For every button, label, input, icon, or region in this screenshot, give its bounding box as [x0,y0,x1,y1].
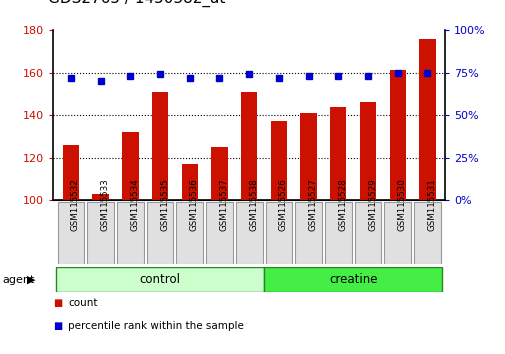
Bar [240,92,257,200]
Bar [359,102,375,200]
Bar [56,267,264,292]
Bar [265,202,292,264]
Text: GSM115535: GSM115535 [160,178,169,231]
Bar [264,267,441,292]
Bar [63,145,79,200]
Bar [211,147,227,200]
Bar [117,202,143,264]
Text: GSM115537: GSM115537 [219,178,228,231]
Bar [389,70,405,200]
Bar [295,202,321,264]
Bar [87,202,114,264]
Text: ■: ■ [53,321,62,331]
Bar [300,113,316,200]
Bar [146,202,173,264]
Bar [354,202,381,264]
Text: GSM115538: GSM115538 [249,178,258,231]
Text: GSM115532: GSM115532 [71,178,80,231]
Bar [122,132,138,200]
Bar [384,202,410,264]
Text: percentile rank within the sample: percentile rank within the sample [68,321,244,331]
Text: GSM115529: GSM115529 [367,178,376,231]
Text: control: control [139,273,180,286]
Bar [58,202,84,264]
Bar [206,202,232,264]
Text: GSM115528: GSM115528 [338,178,346,231]
Text: GSM115536: GSM115536 [189,178,198,231]
Text: creatine: creatine [328,273,377,286]
Text: GSM115534: GSM115534 [130,178,139,231]
Bar [324,202,351,264]
Bar [92,194,109,200]
Bar [413,202,440,264]
Text: GSM115531: GSM115531 [427,178,436,231]
Bar [152,92,168,200]
Text: GSM115526: GSM115526 [278,178,287,231]
Bar [176,202,203,264]
Text: ■: ■ [53,298,62,308]
Text: GSM115530: GSM115530 [397,178,406,231]
Text: GSM115533: GSM115533 [100,178,110,231]
Text: GDS2765 / 1450382_at: GDS2765 / 1450382_at [48,0,225,7]
Text: agent: agent [3,275,35,285]
Bar [419,39,435,200]
Bar [270,121,286,200]
Text: count: count [68,298,97,308]
Text: GSM115527: GSM115527 [308,178,317,231]
Bar [181,164,197,200]
Bar [235,202,262,264]
Text: ▶: ▶ [27,275,35,285]
Bar [329,107,346,200]
